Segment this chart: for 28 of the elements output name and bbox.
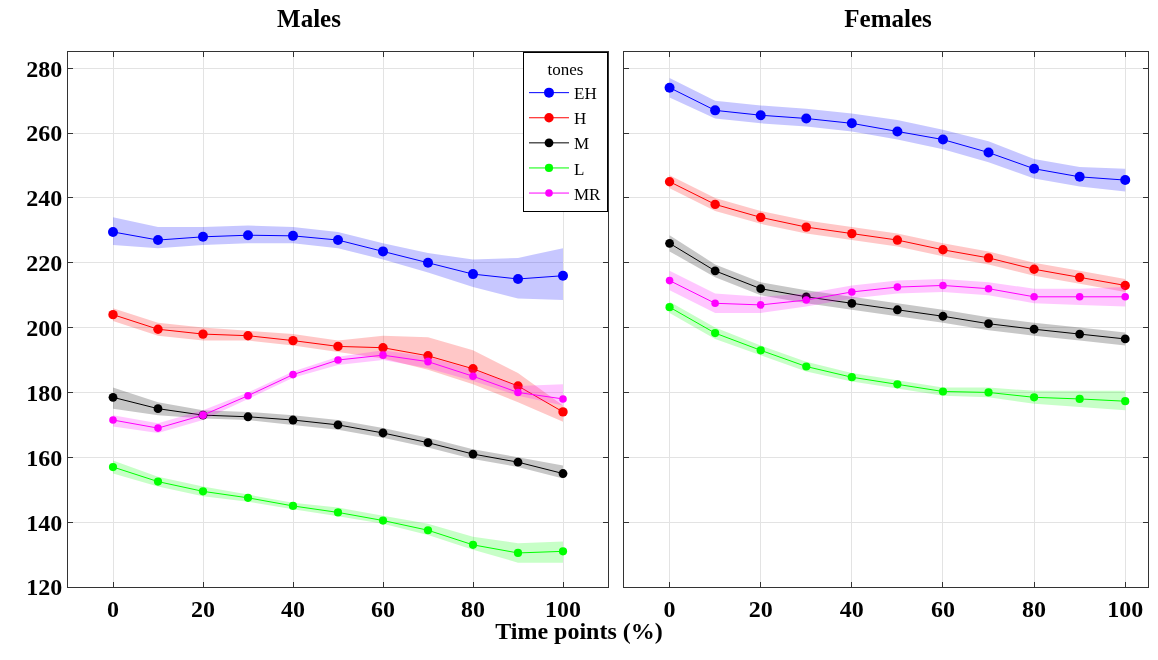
x-tick-label: 60 (371, 595, 395, 622)
legend-label: M (574, 134, 590, 154)
chart-title: Females (844, 4, 932, 32)
x-tick-label: 40 (839, 595, 864, 622)
y-tick-label: 140 (26, 509, 63, 536)
y-tick-label: 280 (26, 55, 63, 82)
x-tick-label: 80 (461, 595, 485, 622)
y-tick-label: 240 (26, 185, 63, 212)
x-tick-label: 80 (1022, 595, 1047, 622)
y-tick-label: 180 (26, 379, 63, 406)
y-tick-label: 220 (26, 250, 63, 277)
y-tick-label: 260 (26, 120, 63, 147)
legend-label: MR (574, 184, 602, 204)
y-tick-label: 200 (26, 315, 63, 342)
x-tick-label: 40 (281, 595, 305, 622)
y-tick-label: 120 (26, 574, 63, 601)
x-tick-label: 20 (748, 595, 773, 622)
legend-label: EH (574, 84, 597, 104)
x-tick-label: 0 (663, 595, 676, 622)
x-tick-label: 60 (930, 595, 955, 622)
x-tick-label: 20 (191, 595, 215, 622)
legend-label: H (574, 109, 587, 129)
y-tick-label: 160 (26, 444, 63, 471)
legend-label: L (574, 159, 585, 179)
chart-title: Males (277, 4, 342, 32)
x-tick-label: 100 (1107, 595, 1144, 622)
x-tick-label: 0 (107, 595, 119, 622)
legend-title: tones (547, 60, 584, 80)
